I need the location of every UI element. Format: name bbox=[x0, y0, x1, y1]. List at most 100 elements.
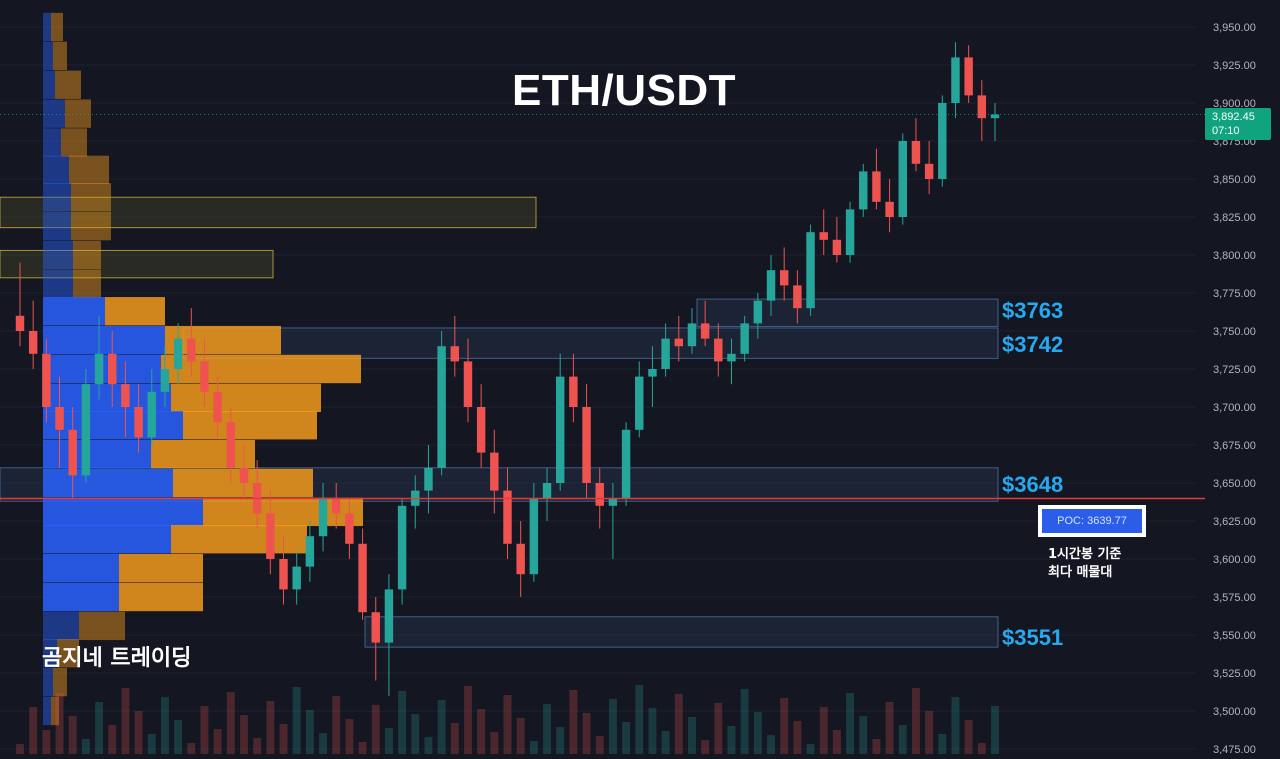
volume-bar bbox=[240, 715, 248, 754]
volume-profile-buy-bar bbox=[43, 525, 171, 554]
volume-profile-buy-bar bbox=[43, 297, 105, 326]
volume-bar bbox=[464, 686, 472, 754]
volume-bar bbox=[253, 738, 262, 754]
volume-profile-sell-bar bbox=[105, 297, 165, 326]
candle-body bbox=[951, 57, 960, 103]
poc-label: POC: 3639.77 bbox=[1042, 509, 1142, 533]
volume-bar bbox=[819, 707, 828, 754]
volume-profile-buy-bar bbox=[43, 183, 71, 212]
price-tick-label: 3,650.00 bbox=[1213, 478, 1256, 490]
candle-body bbox=[542, 483, 552, 499]
level-label-3763: $3763 bbox=[1002, 298, 1064, 323]
candle-body bbox=[714, 338, 723, 362]
volume-bar bbox=[108, 725, 117, 754]
volume-bar bbox=[674, 694, 683, 754]
candle-body bbox=[516, 543, 525, 575]
volume-bar bbox=[714, 703, 723, 754]
volume-bar bbox=[885, 702, 894, 754]
level-label-3742: $3742 bbox=[1002, 332, 1064, 357]
volume-bar bbox=[266, 701, 275, 754]
volume-bar bbox=[490, 732, 499, 754]
candle-body bbox=[727, 353, 736, 362]
volume-profile-buy-bar bbox=[43, 269, 73, 299]
volume-bar bbox=[450, 723, 459, 754]
volume-profile-sell-bar bbox=[73, 269, 101, 299]
volume-bar bbox=[200, 706, 209, 754]
candle-body bbox=[55, 407, 64, 430]
candle-body bbox=[898, 141, 907, 217]
volume-bar bbox=[319, 733, 327, 754]
volume-profile-buy-bar bbox=[43, 240, 73, 270]
volume-profile-buy-bar bbox=[43, 99, 65, 128]
level-label-3551: $3551 bbox=[1002, 625, 1064, 650]
candle-body bbox=[779, 270, 789, 286]
zone-support bbox=[182, 327, 999, 359]
price-tick-label: 3,750.00 bbox=[1213, 326, 1256, 338]
volume-bar bbox=[398, 691, 407, 754]
candle-body bbox=[674, 338, 683, 347]
volume-profile-buy-bar bbox=[43, 553, 119, 583]
candle-body bbox=[635, 376, 644, 430]
candle-body bbox=[964, 57, 973, 96]
volume-bar bbox=[740, 689, 749, 754]
candles bbox=[15, 42, 1000, 696]
price-tick-label: 3,625.00 bbox=[1213, 516, 1256, 528]
volume-bar bbox=[529, 741, 538, 754]
volume-profile-sell-bar bbox=[165, 325, 281, 355]
volume-bar bbox=[160, 697, 169, 754]
volume-bar bbox=[608, 699, 617, 754]
volume-profile-sell-bar bbox=[71, 183, 111, 212]
candle-body bbox=[81, 384, 91, 476]
candle-body bbox=[305, 536, 315, 567]
candle-body bbox=[450, 346, 460, 362]
price-tick-label: 3,850.00 bbox=[1213, 174, 1256, 186]
candle-body bbox=[700, 323, 710, 339]
candle-body bbox=[292, 566, 301, 590]
volume-bar bbox=[95, 702, 104, 754]
volume-bar bbox=[332, 696, 341, 754]
candle-body bbox=[490, 452, 499, 491]
volume-bar bbox=[81, 739, 90, 754]
candle-body bbox=[608, 498, 618, 506]
volume-bar bbox=[925, 711, 934, 754]
level-label-3648: $3648 bbox=[1002, 472, 1064, 497]
candle-body bbox=[793, 285, 802, 309]
candle-body bbox=[239, 467, 249, 483]
volume-bar bbox=[134, 711, 143, 754]
volume-profile-sell-bar bbox=[171, 383, 321, 413]
volume-profile-buy-bar bbox=[43, 411, 183, 440]
volume-bar bbox=[898, 725, 907, 754]
volume-bar bbox=[292, 687, 301, 754]
volume-bar bbox=[503, 695, 512, 754]
candle-body bbox=[911, 141, 921, 164]
candle-body bbox=[160, 369, 170, 392]
zone-support bbox=[364, 616, 999, 648]
volume-bar bbox=[648, 708, 657, 754]
volume-profile-buy-bar bbox=[43, 611, 79, 641]
volume-profile-buy-bar bbox=[43, 128, 61, 157]
candle-body bbox=[859, 171, 868, 210]
candle-body bbox=[28, 331, 38, 354]
candle-body bbox=[68, 429, 77, 476]
volume-bar bbox=[846, 693, 855, 754]
volume-bar bbox=[832, 730, 841, 754]
chart-title: ETH/USDT bbox=[512, 66, 736, 115]
volume-profile-sell-bar bbox=[73, 240, 101, 270]
volume-profile-sell-bar bbox=[183, 411, 317, 440]
price-tick-label: 3,725.00 bbox=[1213, 364, 1256, 376]
price-tick-label: 3,825.00 bbox=[1213, 212, 1256, 224]
candle-body bbox=[147, 391, 156, 438]
zone-support bbox=[696, 298, 999, 327]
candle-body bbox=[279, 559, 288, 590]
price-tick-label: 3,775.00 bbox=[1213, 288, 1256, 300]
volume-bar bbox=[121, 688, 130, 754]
volume-bar bbox=[226, 692, 235, 754]
volume-bar bbox=[964, 720, 973, 754]
volume-profile-sell-bar bbox=[69, 155, 109, 185]
volume-bar bbox=[384, 728, 393, 754]
volume-bar bbox=[635, 685, 644, 754]
volume-bar bbox=[16, 744, 24, 754]
candle-body bbox=[555, 376, 565, 483]
volume-profile-buy-bar bbox=[43, 696, 51, 726]
